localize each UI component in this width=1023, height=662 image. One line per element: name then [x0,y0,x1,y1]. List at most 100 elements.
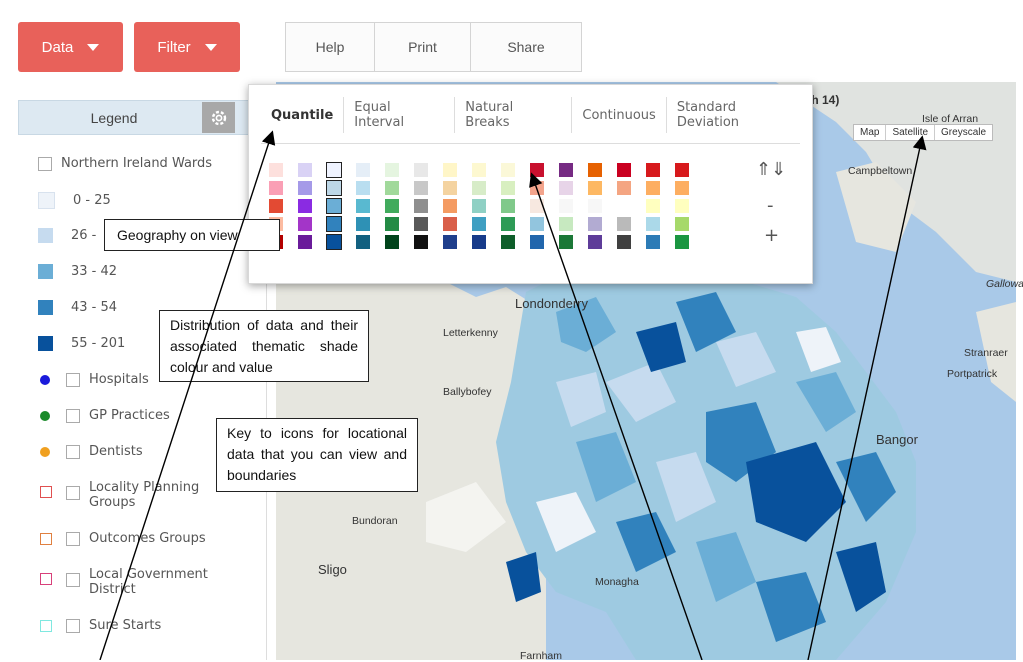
filter-menu-button[interactable]: Filter [134,22,240,72]
palette-option[interactable] [559,163,573,249]
palette-swatch [472,163,486,177]
layer-label-line1: Locality Planning [89,480,200,495]
layer-label: GP Practices [89,408,170,423]
palette-swatch [559,217,573,231]
layer-item-locality-planning[interactable]: Locality Planning Groups [38,480,199,510]
layer-label-line2: Groups [89,495,136,510]
palette-swatch [617,199,631,213]
palette-option[interactable] [298,163,312,249]
map-type-map[interactable]: Map [854,125,887,140]
palette-swatch [646,163,660,177]
palette-option[interactable] [443,163,457,249]
palette-option[interactable] [385,163,399,249]
palette-swatch [414,163,428,177]
legend-class-item: 26 - [38,228,96,243]
palette-swatch [588,199,602,213]
palette-swatch [501,235,515,249]
palette-swatch [443,163,457,177]
palette-option[interactable] [414,163,428,249]
palette-swatch [298,181,312,195]
palette-swatch [443,235,457,249]
tab-equal-interval[interactable]: Equal Interval [344,97,456,133]
palette-option[interactable] [617,163,631,249]
palette-swatch [414,199,428,213]
legend-settings-button[interactable] [202,102,235,133]
legend-class-label: 0 - 25 [73,193,111,208]
place-label: Letterkenny [443,327,498,339]
palette-swatch [588,217,602,231]
palette-swatch [269,199,283,213]
palette-swatch [326,216,342,232]
palette-option[interactable] [588,163,602,249]
sort-arrows-icon[interactable]: ⇑⇓ [756,159,787,180]
palette-swatch [356,217,370,231]
data-menu-button[interactable]: Data [18,22,123,72]
checkbox[interactable] [66,372,80,387]
minus-button[interactable]: - [767,195,774,216]
palette-swatch [675,235,689,249]
tab-natural-breaks[interactable]: Natural Breaks [455,97,573,133]
palette-swatch [501,181,515,195]
help-button[interactable]: Help [286,23,375,71]
palette-option[interactable] [472,163,486,249]
boundary-icon [40,619,52,632]
place-label: Londonderry [515,296,588,311]
layer-item-wards[interactable]: Northern Ireland Wards [38,156,212,171]
palette-option[interactable] [326,162,342,250]
arrow-to-satellite [807,135,927,660]
palette-swatch [675,163,689,177]
palette-option[interactable] [646,163,660,249]
place-label: Ballybofey [443,386,492,398]
checkbox[interactable] [66,618,80,633]
layer-item-local-government-district[interactable]: Local Government District [38,567,208,597]
map-type-greyscale[interactable]: Greyscale [941,127,987,138]
tab-continuous[interactable]: Continuous [572,97,667,133]
checkbox[interactable] [66,408,80,423]
checkbox[interactable] [66,573,80,587]
layer-item-hospitals[interactable]: Hospitals [38,372,149,387]
palette-swatch [298,235,312,249]
layer-item-gp-practices[interactable]: GP Practices [38,408,170,423]
layer-item-outcomes-groups[interactable]: Outcomes Groups [38,531,206,546]
palette-swatch [385,181,399,195]
palette-swatch [646,181,660,195]
palette-swatch [472,181,486,195]
tab-quantile[interactable]: Quantile [261,97,345,133]
palette-swatch [356,199,370,213]
plus-button[interactable]: + [764,225,780,246]
legend-class-label: 55 - 201 [71,336,126,351]
checkbox[interactable] [66,486,80,500]
print-button[interactable]: Print [375,23,471,71]
layer-label: Locality Planning Groups [89,480,199,510]
palette-option[interactable] [501,163,515,249]
palette-swatch [646,217,660,231]
palette-swatch [356,235,370,249]
legend-class-label: 26 - [71,228,97,243]
palette-option[interactable] [356,163,370,249]
palette-swatch [559,199,573,213]
palette-swatch [559,181,573,195]
palette-swatch [414,235,428,249]
palette-swatch [298,163,312,177]
palette-swatch [617,235,631,249]
checkbox[interactable] [66,531,80,546]
palette-swatch [443,199,457,213]
legend-class-item: 33 - 42 [38,264,117,279]
chevron-down-icon [87,43,100,51]
tab-standard-deviation[interactable]: Standard Deviation [676,100,740,130]
palette-swatch [675,199,689,213]
checkbox[interactable] [66,444,80,459]
checkbox[interactable] [38,156,52,171]
palette-swatch [443,181,457,195]
palette-swatch [646,199,660,213]
palette-option[interactable] [675,163,689,249]
share-button[interactable]: Share [507,39,545,55]
palette-swatch [356,181,370,195]
map-type-satellite[interactable]: Satellite [886,125,936,140]
layer-item-dentists[interactable]: Dentists [38,444,143,459]
legend-class-label: 43 - 54 [71,300,118,315]
color-swatch [38,336,53,351]
chevron-down-icon [204,43,217,51]
hospital-marker-icon [40,374,50,385]
layer-item-sure-starts[interactable]: Sure Starts [38,618,161,633]
